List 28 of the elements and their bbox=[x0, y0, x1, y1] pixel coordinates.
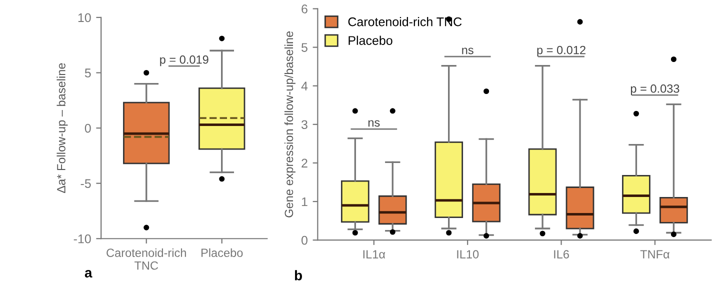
annotation: ns bbox=[368, 120, 380, 127]
y-tick-label: 4 bbox=[301, 82, 308, 90]
y-tick-label: 0 bbox=[84, 124, 91, 133]
y-tick-label: -10 bbox=[74, 234, 91, 244]
x-tick-label: IL10 bbox=[457, 250, 479, 258]
annotation: ns bbox=[462, 48, 474, 54]
legend-label: Placebo bbox=[348, 36, 392, 45]
text: a bbox=[84, 270, 92, 278]
x-tick-label: TNFα bbox=[640, 250, 670, 258]
y-tick-label: 1 bbox=[302, 197, 308, 206]
y-tick-label: 3 bbox=[301, 120, 308, 130]
annotation: p = 0.033 bbox=[630, 84, 680, 96]
annotation: p = 0.019 bbox=[160, 55, 208, 66]
y-tick-label: 0 bbox=[301, 236, 308, 245]
x-tick-label: Placebo bbox=[201, 248, 243, 258]
y-tick-label: -5 bbox=[80, 179, 91, 188]
y-axis-title: Δa* Follow-up – baseline bbox=[56, 63, 68, 193]
x-tick-label: IL1α bbox=[363, 250, 386, 258]
annotation: p = 0.012 bbox=[537, 46, 586, 57]
x-tick-label: IL6 bbox=[554, 250, 569, 258]
x-tick-label: Carotenoid-rich TNC bbox=[106, 248, 186, 270]
y-tick-label: 5 bbox=[302, 43, 308, 52]
y-tick-label: 10 bbox=[78, 13, 91, 22]
y-tick-label: 2 bbox=[302, 158, 308, 168]
text: b bbox=[294, 270, 302, 280]
y-tick-label: 6 bbox=[302, 4, 308, 14]
y-axis-title: Gene expression follow-up/baseline bbox=[284, 31, 296, 218]
y-tick-label: 5 bbox=[84, 68, 91, 78]
